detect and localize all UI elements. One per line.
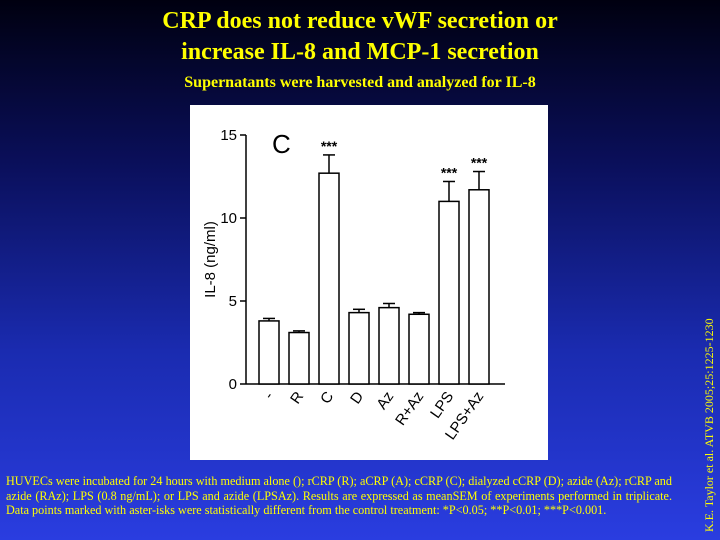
y-tick-label: 10 <box>220 210 237 227</box>
title-line-2: increase IL-8 and MCP-1 secretion <box>181 39 539 65</box>
category-label-6: R+Az <box>392 389 427 429</box>
category-label-3: C <box>317 388 337 407</box>
bar-8 <box>468 189 490 385</box>
significance-marker-8: *** <box>471 155 488 171</box>
bar-4 <box>348 311 370 385</box>
y-tick-label: 5 <box>229 293 237 310</box>
y-axis-label: IL-8 (ng/ml) <box>202 221 219 298</box>
chart-panel: 0 5 10 15 IL-8 (ng/ml) C - R *** C D Az R+Az *** LPS **… <box>190 105 548 460</box>
category-label-4: D <box>347 388 367 407</box>
y-tick-label: 15 <box>220 127 237 144</box>
category-label-5: Az <box>373 389 397 413</box>
significance-marker-3: *** <box>321 138 338 154</box>
bar-7 <box>438 200 460 385</box>
figure-caption: HUVECs were incubated for 24 hours with … <box>6 474 672 517</box>
bar-3 <box>318 172 340 385</box>
chart-bars <box>258 154 490 385</box>
bar-5 <box>378 306 400 385</box>
slide-subtitle: Supernatants were harvested and analyzed… <box>184 74 536 91</box>
category-label-2: R <box>287 388 307 407</box>
panel-label: C <box>272 129 291 159</box>
bar-1 <box>258 320 280 385</box>
bar-2 <box>288 331 310 385</box>
citation: K.E. Taylor et al. ATVB 2005;25:1225-123… <box>702 318 716 532</box>
title-line-1: CRP does not reduce vWF secretion or <box>162 8 558 34</box>
category-label-1: - <box>260 389 277 403</box>
slide-title: CRP does not reduce vWF secretion or inc… <box>0 6 720 68</box>
y-tick-label: 0 <box>229 376 237 393</box>
significance-marker-7: *** <box>441 164 458 180</box>
bar-6 <box>408 313 430 385</box>
